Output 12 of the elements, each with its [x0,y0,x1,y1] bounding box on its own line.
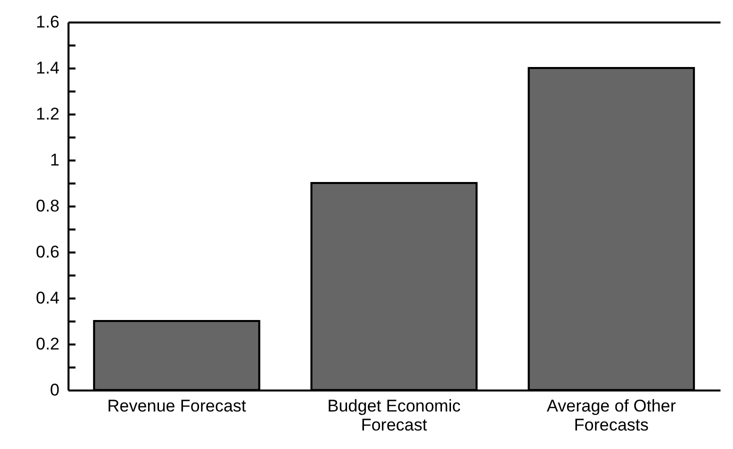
y-tick-label: 0.6 [36,242,60,262]
x-tick-label: Revenue Forecast [107,396,246,416]
x-tick-label: Average of Other Forecasts [546,396,676,434]
x-tick-label: Budget Economic Forecast [327,396,462,434]
y-tick-label: 1.4 [36,58,60,78]
y-tick-label: 0.2 [36,334,60,354]
y-tick-label: 0.4 [36,288,60,308]
y-tick-label: 1.6 [36,12,60,32]
y-tick-label: 1.2 [36,104,60,124]
y-tick-label: 0 [50,380,60,400]
y-tick-label: 1 [50,150,60,170]
y-tick-label: 0.8 [36,196,60,216]
